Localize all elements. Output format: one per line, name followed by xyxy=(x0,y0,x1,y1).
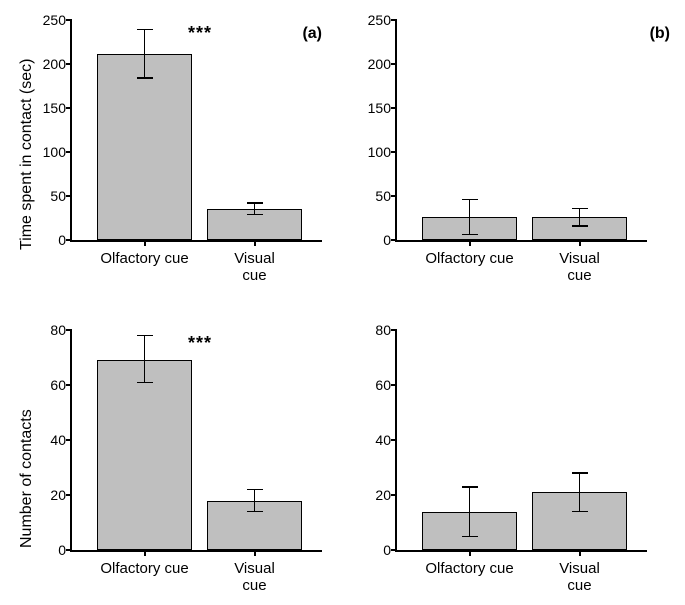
errorbar-cap xyxy=(462,199,478,201)
ytick xyxy=(66,239,72,241)
errorbar-cap xyxy=(137,382,153,384)
errorbar-stem xyxy=(254,490,256,512)
ytick xyxy=(391,494,397,496)
ytick xyxy=(66,195,72,197)
xtick-label: Visual cue xyxy=(546,560,614,594)
ytick xyxy=(66,329,72,331)
ytick-label: 20 xyxy=(351,487,391,503)
ytick xyxy=(391,107,397,109)
errorbar-stem xyxy=(469,487,471,537)
ytick-label: 60 xyxy=(26,377,66,393)
ytick-label: 150 xyxy=(351,100,391,116)
errorbar-cap xyxy=(247,214,263,216)
ytick-label: 0 xyxy=(351,232,391,248)
errorbar-cap xyxy=(572,208,588,210)
ytick xyxy=(391,439,397,441)
panel-a-top: Olfactory cueVisual cue (a) *** 05010015… xyxy=(70,20,350,290)
ytick xyxy=(391,195,397,197)
errorbar-cap xyxy=(137,29,153,31)
errorbar-stem xyxy=(579,473,581,512)
panel-letter-a: (a) xyxy=(302,25,322,43)
errorbar-cap xyxy=(462,234,478,236)
ytick xyxy=(66,439,72,441)
ytick-label: 200 xyxy=(351,56,391,72)
xtick xyxy=(469,550,471,556)
ytick-label: 40 xyxy=(351,432,391,448)
ytick xyxy=(66,19,72,21)
ytick-label: 100 xyxy=(351,144,391,160)
panel-b-bottom: Olfactory cueVisual cue 020406080 xyxy=(395,330,675,600)
panel-b-top: Olfactory cueVisual cue (b) 050100150200… xyxy=(395,20,675,290)
errorbar-cap xyxy=(572,472,588,474)
xtick xyxy=(579,240,581,246)
ytick-label: 150 xyxy=(26,100,66,116)
ytick-label: 100 xyxy=(26,144,66,160)
errorbar-cap xyxy=(137,335,153,337)
xtick-label: Olfactory cue xyxy=(100,560,188,577)
sig-a-bottom: *** xyxy=(188,333,212,354)
ytick-label: 80 xyxy=(26,322,66,338)
ytick-label: 80 xyxy=(351,322,391,338)
errorbar-stem xyxy=(579,208,581,226)
ytick xyxy=(66,494,72,496)
ytick-label: 250 xyxy=(351,12,391,28)
plot-area-b-bottom: Olfactory cueVisual cue xyxy=(395,330,647,552)
xtick xyxy=(579,550,581,556)
ytick xyxy=(66,151,72,153)
ytick-label: 20 xyxy=(26,487,66,503)
ytick-label: 200 xyxy=(26,56,66,72)
errorbar-cap xyxy=(247,202,263,204)
ylabel-bottom: Number of contacts xyxy=(18,409,36,548)
bar xyxy=(97,360,192,550)
xtick xyxy=(254,240,256,246)
xtick-label: Olfactory cue xyxy=(425,560,513,577)
ytick xyxy=(66,63,72,65)
xtick xyxy=(469,240,471,246)
plot-area-a-bottom: Olfactory cueVisual cue xyxy=(70,330,322,552)
xtick xyxy=(144,550,146,556)
errorbar-cap xyxy=(572,511,588,513)
ytick-label: 0 xyxy=(26,542,66,558)
panel-a-bottom: Olfactory cueVisual cue *** 020406080 xyxy=(70,330,350,600)
errorbar-cap xyxy=(247,489,263,491)
sig-a-top: *** xyxy=(188,23,212,44)
ytick-label: 50 xyxy=(351,188,391,204)
xtick-label: Olfactory cue xyxy=(425,250,513,267)
xtick xyxy=(254,550,256,556)
ytick-label: 60 xyxy=(351,377,391,393)
figure: Time spent in contact (sec) Number of co… xyxy=(0,0,685,605)
ytick xyxy=(391,151,397,153)
ytick-label: 0 xyxy=(351,542,391,558)
xtick-label: Visual cue xyxy=(221,560,289,594)
errorbar-stem xyxy=(144,30,146,78)
panel-letter-b: (b) xyxy=(650,25,670,43)
ytick xyxy=(66,549,72,551)
ytick xyxy=(391,549,397,551)
xtick xyxy=(144,240,146,246)
plot-area-a-top: Olfactory cueVisual cue xyxy=(70,20,322,242)
ytick xyxy=(391,384,397,386)
xtick-label: Visual cue xyxy=(221,250,289,284)
ytick xyxy=(391,19,397,21)
errorbar-cap xyxy=(462,536,478,538)
errorbar-stem xyxy=(144,336,146,383)
bar xyxy=(97,54,192,240)
errorbar-cap xyxy=(572,225,588,227)
ytick-label: 0 xyxy=(26,232,66,248)
ytick xyxy=(66,107,72,109)
ytick xyxy=(66,384,72,386)
ytick xyxy=(391,329,397,331)
errorbar-stem xyxy=(469,200,471,235)
xtick-label: Visual cue xyxy=(546,250,614,284)
errorbar-cap xyxy=(137,77,153,79)
ytick-label: 50 xyxy=(26,188,66,204)
xtick-label: Olfactory cue xyxy=(100,250,188,267)
errorbar-cap xyxy=(462,486,478,488)
ytick xyxy=(391,63,397,65)
ytick xyxy=(391,239,397,241)
ytick-label: 40 xyxy=(26,432,66,448)
plot-area-b-top: Olfactory cueVisual cue xyxy=(395,20,647,242)
errorbar-cap xyxy=(247,511,263,513)
ytick-label: 250 xyxy=(26,12,66,28)
